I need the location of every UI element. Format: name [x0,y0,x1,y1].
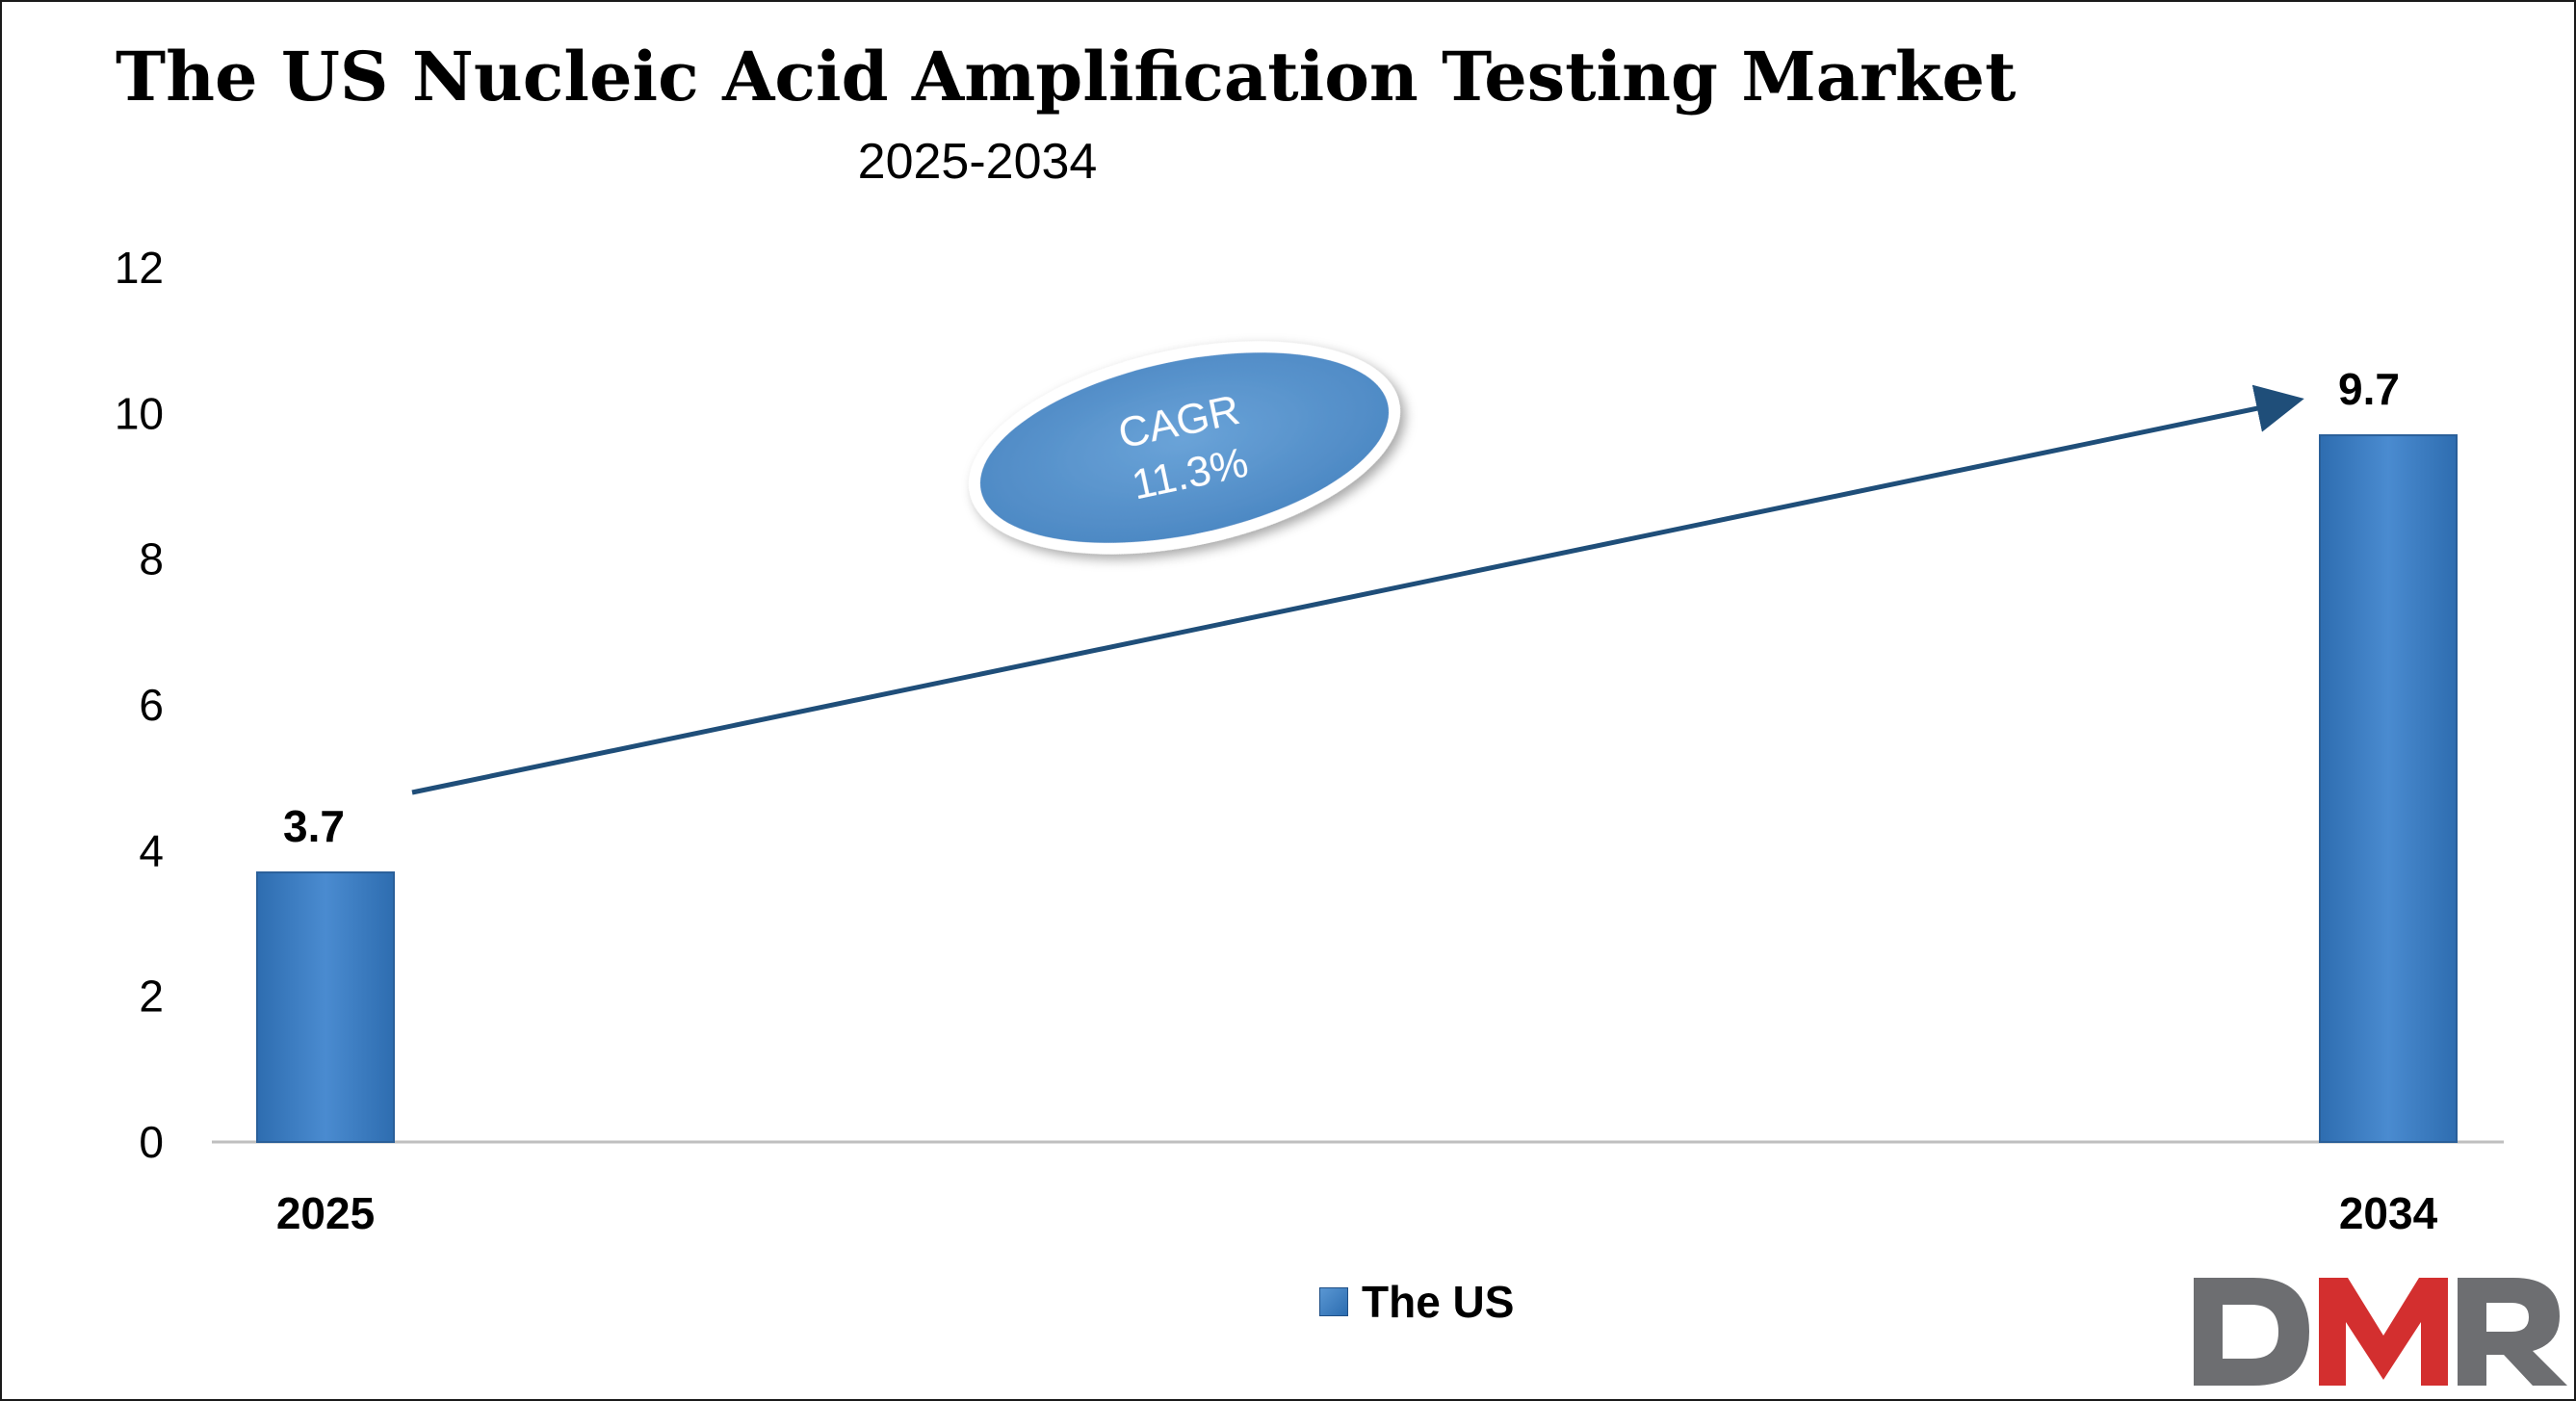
chart-title: The US Nucleic Acid Amplification Testin… [116,37,2017,117]
y-tick-label: 10 [115,388,164,438]
y-tick-label: 6 [139,680,164,730]
y-tick-label: 12 [115,243,164,293]
cagr-bubble: CAGR 11.3% [968,341,1401,555]
chart-subtitle: 2025-2034 [857,134,1098,190]
logo-letter-r [2458,1278,2567,1386]
dmr-logo [2194,1278,2567,1386]
legend-swatch [1319,1287,1348,1316]
y-tick-label: 0 [139,1117,164,1167]
bar-2025 [256,871,395,1143]
growth-arrow [411,384,2304,795]
bar-2034 [2319,434,2458,1143]
bars [256,434,2458,1143]
y-tick-label: 2 [139,972,164,1022]
legend-label: The US [1362,1277,1515,1327]
data-labels: 3.7 9.7 [283,364,2400,851]
data-label: 9.7 [2338,364,2400,414]
y-tick-label: 8 [139,534,164,584]
legend: The US [1319,1276,1514,1328]
y-tick-label: 4 [139,825,164,875]
category-labels: 2025 2034 [276,1188,2438,1238]
x-category-label: 2034 [2339,1188,2438,1238]
data-label: 3.7 [283,801,345,851]
y-axis-ticks: 0 2 4 6 8 10 12 [115,243,164,1167]
x-category-label: 2025 [276,1188,375,1238]
logo-letter-d [2194,1278,2309,1386]
logo-letter-m [2319,1278,2448,1386]
